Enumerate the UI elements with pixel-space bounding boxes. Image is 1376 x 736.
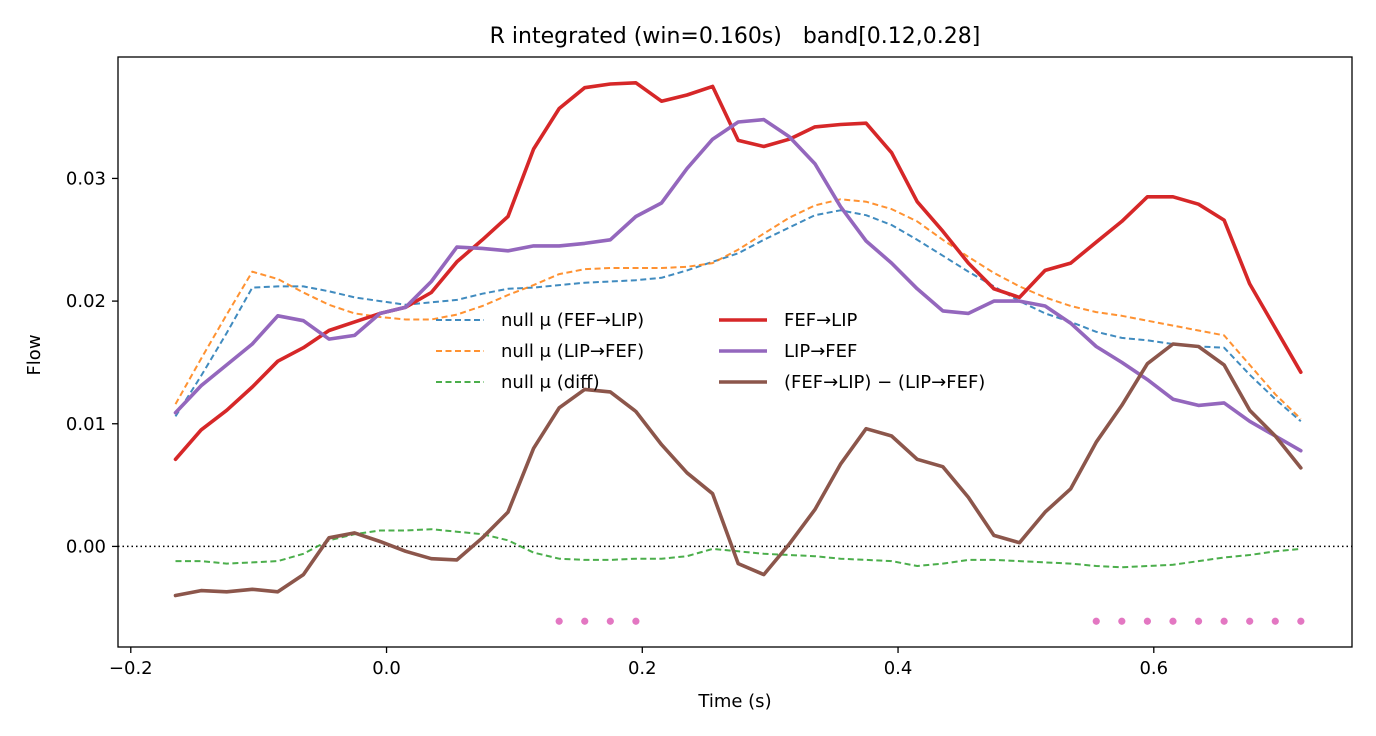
plot-area bbox=[118, 81, 1352, 625]
x-tick-label: −0.2 bbox=[109, 658, 153, 679]
x-tick-label: 0.2 bbox=[628, 658, 657, 679]
significance-marker bbox=[555, 617, 563, 625]
y-tick-label: 0.03 bbox=[66, 168, 106, 189]
x-axis-label: Time (s) bbox=[697, 691, 771, 712]
legend-label-1: null μ (LIP→FEF) bbox=[501, 341, 644, 362]
significance-marker bbox=[1092, 617, 1100, 625]
legend: null μ (FEF→LIP) null μ (LIP→FEF) null μ (… bbox=[436, 310, 985, 393]
y-tick-label: 0.02 bbox=[66, 291, 106, 312]
y-tick-label: 0.00 bbox=[66, 536, 106, 557]
significance-marker bbox=[1194, 617, 1203, 625]
chart-title: R integrated (win=0.160s) band[0.12,0.28… bbox=[490, 24, 981, 49]
plot-frame bbox=[117, 56, 1353, 648]
significance-marker bbox=[1246, 617, 1254, 625]
significance-marker bbox=[1143, 617, 1151, 625]
legend-label-2: null μ (diff) bbox=[501, 372, 600, 393]
significance-marker bbox=[1118, 617, 1126, 625]
y-axis-label: Flow bbox=[24, 334, 45, 375]
x-tick-label: 0.6 bbox=[1139, 658, 1168, 679]
series-line-0 bbox=[174, 209, 1302, 423]
series-line-2 bbox=[175, 528, 1301, 569]
series-line-5 bbox=[173, 342, 1303, 598]
series-line-1 bbox=[174, 198, 1302, 420]
legend-label-3: FEF→LIP bbox=[784, 310, 857, 331]
series-line-4 bbox=[173, 117, 1303, 453]
significance-marker bbox=[632, 617, 640, 625]
significance-marker bbox=[1297, 617, 1305, 625]
x-tick-label: 0.4 bbox=[884, 658, 913, 679]
series-line-3 bbox=[173, 81, 1303, 462]
significance-marker bbox=[1169, 617, 1177, 625]
significance-marker bbox=[1220, 617, 1228, 625]
significance-marker bbox=[581, 617, 589, 625]
legend-label-0: null μ (FEF→LIP) bbox=[501, 310, 644, 331]
significance-marker bbox=[606, 617, 614, 625]
significance-marker bbox=[1271, 617, 1279, 625]
x-tick-label: 0.0 bbox=[372, 658, 401, 679]
legend-label-4: LIP→FEF bbox=[784, 341, 857, 362]
y-tick-label: 0.01 bbox=[66, 414, 106, 435]
legend-label-5: (FEF→LIP) − (LIP→FEF) bbox=[784, 372, 985, 393]
axes: −0.2 0.0 0.2 0.4 0.6 0.00 0.01 0.02 0.03 bbox=[66, 56, 1353, 679]
